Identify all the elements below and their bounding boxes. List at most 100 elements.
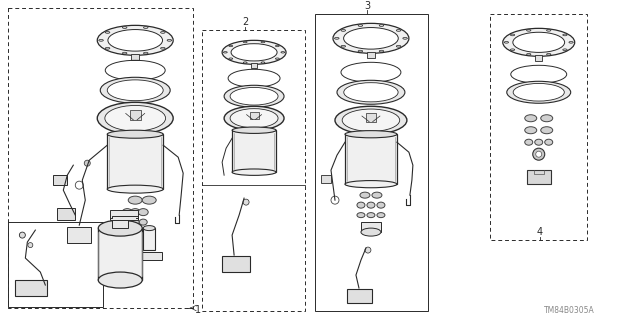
Ellipse shape xyxy=(97,25,173,55)
Bar xyxy=(365,113,376,122)
Ellipse shape xyxy=(563,49,567,51)
Ellipse shape xyxy=(100,77,170,103)
Ellipse shape xyxy=(105,106,166,131)
Ellipse shape xyxy=(229,58,233,59)
Bar xyxy=(315,14,428,311)
Ellipse shape xyxy=(97,102,173,134)
Text: 4: 4 xyxy=(537,227,543,237)
Ellipse shape xyxy=(275,58,279,59)
Bar xyxy=(131,54,139,60)
Ellipse shape xyxy=(547,54,551,55)
Ellipse shape xyxy=(222,40,286,64)
Ellipse shape xyxy=(377,213,385,218)
Ellipse shape xyxy=(232,169,276,175)
Ellipse shape xyxy=(335,106,407,134)
Bar xyxy=(110,210,138,220)
Bar xyxy=(116,212,124,216)
Ellipse shape xyxy=(345,181,397,188)
Bar xyxy=(143,228,155,250)
Bar xyxy=(129,110,141,120)
Ellipse shape xyxy=(547,30,551,31)
Ellipse shape xyxy=(128,196,142,204)
Text: TM84B0305A: TM84B0305A xyxy=(545,306,595,315)
Text: 2: 2 xyxy=(242,17,248,27)
Bar xyxy=(251,63,257,68)
Ellipse shape xyxy=(377,202,385,208)
Circle shape xyxy=(19,232,26,238)
Ellipse shape xyxy=(115,253,129,259)
Bar xyxy=(58,208,76,220)
Ellipse shape xyxy=(372,192,382,198)
Bar xyxy=(347,289,372,303)
Ellipse shape xyxy=(223,52,227,53)
Ellipse shape xyxy=(161,47,165,49)
Ellipse shape xyxy=(108,130,163,138)
Bar xyxy=(108,134,163,189)
Ellipse shape xyxy=(563,34,567,36)
Bar xyxy=(115,228,129,256)
Ellipse shape xyxy=(358,50,363,52)
Circle shape xyxy=(84,160,90,166)
Ellipse shape xyxy=(131,219,140,225)
Ellipse shape xyxy=(513,32,564,52)
Ellipse shape xyxy=(357,202,365,208)
Ellipse shape xyxy=(232,127,276,133)
Ellipse shape xyxy=(367,213,375,218)
Ellipse shape xyxy=(380,50,384,52)
Circle shape xyxy=(365,247,371,253)
Ellipse shape xyxy=(342,109,400,131)
Bar xyxy=(67,227,92,243)
Bar xyxy=(527,170,551,184)
Ellipse shape xyxy=(511,49,515,51)
Bar xyxy=(140,252,162,260)
Ellipse shape xyxy=(143,26,148,28)
Ellipse shape xyxy=(106,47,110,49)
Bar xyxy=(15,280,47,296)
Ellipse shape xyxy=(231,44,277,61)
Ellipse shape xyxy=(507,81,571,103)
Ellipse shape xyxy=(261,62,265,63)
Ellipse shape xyxy=(504,41,509,43)
Ellipse shape xyxy=(140,219,147,225)
Ellipse shape xyxy=(224,106,284,130)
Ellipse shape xyxy=(229,45,233,47)
Bar xyxy=(490,14,587,240)
Ellipse shape xyxy=(122,26,127,28)
Ellipse shape xyxy=(511,34,515,36)
Bar xyxy=(112,216,128,228)
Ellipse shape xyxy=(230,87,278,105)
Bar xyxy=(202,30,305,311)
Ellipse shape xyxy=(230,109,278,128)
Ellipse shape xyxy=(335,37,339,39)
Ellipse shape xyxy=(341,30,346,31)
Ellipse shape xyxy=(403,37,408,39)
Ellipse shape xyxy=(503,28,575,56)
Ellipse shape xyxy=(261,41,265,43)
Ellipse shape xyxy=(341,45,346,47)
Bar xyxy=(321,175,331,183)
Bar xyxy=(53,175,67,185)
Ellipse shape xyxy=(143,52,148,54)
Circle shape xyxy=(532,148,545,160)
Ellipse shape xyxy=(541,115,553,122)
Ellipse shape xyxy=(124,219,131,225)
Ellipse shape xyxy=(361,228,381,236)
Bar xyxy=(232,130,276,172)
Ellipse shape xyxy=(243,62,247,63)
Text: 1: 1 xyxy=(195,305,201,315)
Ellipse shape xyxy=(130,209,140,216)
Ellipse shape xyxy=(122,52,127,54)
Ellipse shape xyxy=(380,25,384,26)
Ellipse shape xyxy=(396,45,401,47)
Ellipse shape xyxy=(108,30,163,51)
Ellipse shape xyxy=(513,84,564,101)
Ellipse shape xyxy=(99,272,142,288)
Ellipse shape xyxy=(525,139,532,145)
Ellipse shape xyxy=(541,127,553,134)
Ellipse shape xyxy=(337,80,405,104)
Circle shape xyxy=(28,242,33,248)
Ellipse shape xyxy=(535,139,543,145)
Ellipse shape xyxy=(344,83,398,102)
Ellipse shape xyxy=(224,85,284,107)
Ellipse shape xyxy=(545,139,553,145)
